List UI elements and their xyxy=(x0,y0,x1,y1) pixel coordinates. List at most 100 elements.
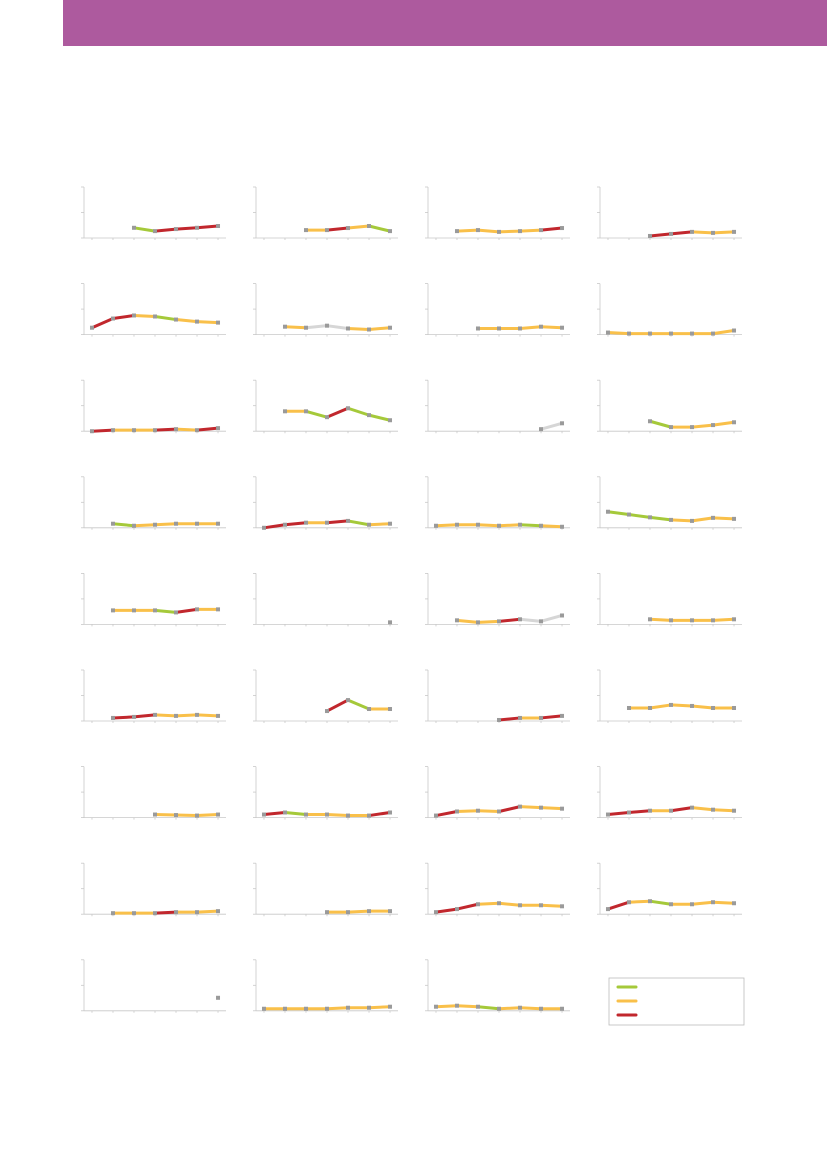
line-segment xyxy=(539,613,564,623)
data-point xyxy=(669,517,673,522)
data-point xyxy=(454,809,459,814)
data-point xyxy=(497,523,501,528)
line-segment xyxy=(325,406,350,419)
line-segment xyxy=(518,805,543,810)
data-point xyxy=(303,812,308,817)
data-point xyxy=(539,523,544,528)
data-point xyxy=(216,995,221,1000)
data-point xyxy=(518,903,523,908)
line-segment xyxy=(476,901,501,906)
line-segment xyxy=(195,426,220,432)
data-point xyxy=(282,1006,287,1011)
line-segment xyxy=(367,811,392,818)
data-point xyxy=(131,313,136,318)
line-segment xyxy=(304,324,329,330)
line-segment xyxy=(346,909,371,914)
line-segment xyxy=(518,325,543,330)
line-segment xyxy=(690,900,715,906)
data-point xyxy=(433,910,438,915)
data-point xyxy=(325,228,329,233)
line-segment xyxy=(174,713,199,718)
line-segment xyxy=(434,809,459,818)
line-segment xyxy=(153,813,178,817)
data-point xyxy=(367,909,372,914)
data-point xyxy=(367,813,372,818)
data-point xyxy=(711,900,716,905)
line-segment xyxy=(262,523,287,530)
data-point xyxy=(110,608,115,613)
line-segment xyxy=(539,325,564,330)
data-point xyxy=(605,812,610,817)
line-segment xyxy=(262,811,287,817)
data-point xyxy=(647,808,652,813)
line-segment xyxy=(497,229,522,234)
data-point xyxy=(216,909,221,914)
data-point xyxy=(497,1006,501,1011)
line-segment xyxy=(455,809,480,813)
data-point xyxy=(346,326,351,331)
data-point xyxy=(110,911,115,916)
data-point xyxy=(647,899,652,904)
data-point xyxy=(153,812,157,817)
data-point xyxy=(303,1006,308,1011)
data-point xyxy=(647,705,652,710)
data-point xyxy=(174,227,179,232)
data-point xyxy=(497,619,501,624)
data-point xyxy=(216,521,221,526)
line-segment xyxy=(539,421,564,431)
line-segment xyxy=(174,226,199,231)
data-point xyxy=(153,314,157,319)
data-point xyxy=(131,428,136,433)
line-segment xyxy=(669,230,694,236)
data-point xyxy=(626,705,631,710)
data-point xyxy=(261,525,266,530)
data-point xyxy=(89,429,94,434)
line-segment xyxy=(367,1005,392,1010)
line-segment xyxy=(711,420,736,427)
line-segment xyxy=(153,522,178,527)
line-segment xyxy=(367,224,392,233)
data-point xyxy=(153,229,157,234)
line-segment xyxy=(153,227,178,233)
line-segment xyxy=(132,313,157,318)
line-segment xyxy=(153,427,178,432)
line-segment xyxy=(346,519,371,527)
data-point xyxy=(647,233,652,238)
data-point xyxy=(433,813,438,818)
data-point xyxy=(560,613,565,618)
line-segment xyxy=(690,704,715,710)
data-point xyxy=(560,806,565,811)
data-point xyxy=(303,520,308,525)
data-point xyxy=(131,911,136,916)
data-point xyxy=(560,226,565,231)
data-point xyxy=(475,1004,480,1009)
data-point xyxy=(174,813,179,818)
data-point xyxy=(195,813,200,818)
line-segment xyxy=(325,1006,350,1011)
line-segment xyxy=(711,617,736,622)
line-segment xyxy=(606,510,631,517)
line-segment xyxy=(648,232,673,238)
line-segment xyxy=(497,617,522,623)
data-point xyxy=(497,717,501,722)
data-point xyxy=(367,522,372,527)
line-segment xyxy=(539,903,564,908)
data-point xyxy=(388,620,393,625)
data-point xyxy=(282,324,287,329)
data-point xyxy=(346,813,351,818)
line-segment xyxy=(648,617,673,622)
data-point xyxy=(711,230,716,235)
data-point xyxy=(174,713,179,718)
data-point xyxy=(497,326,501,331)
data-point xyxy=(195,607,200,612)
data-point xyxy=(110,715,115,720)
line-segment xyxy=(669,703,694,708)
line-segment xyxy=(669,806,694,813)
data-point xyxy=(690,902,695,907)
data-point xyxy=(433,523,438,528)
data-point xyxy=(560,524,565,529)
data-point xyxy=(690,618,695,623)
data-point xyxy=(195,910,200,915)
data-point xyxy=(216,224,221,229)
